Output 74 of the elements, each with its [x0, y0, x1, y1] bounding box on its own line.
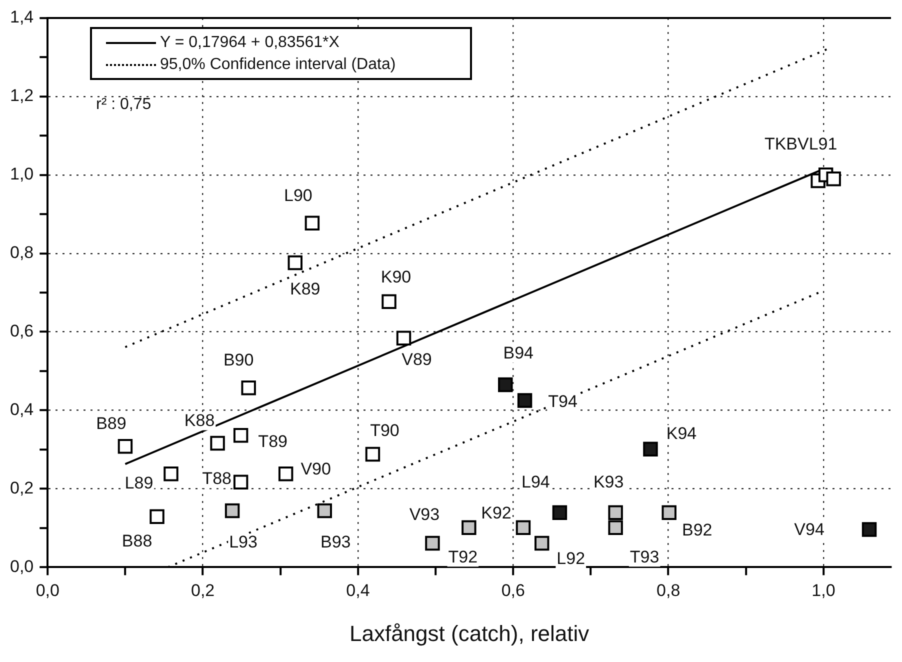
- annotation: L89: [124, 474, 154, 493]
- annotation: TKBVL91: [764, 134, 838, 154]
- annotation: T92: [448, 547, 478, 566]
- point: [233, 474, 248, 490]
- point: [608, 520, 623, 535]
- y-tick-label: 0,0: [10, 556, 34, 576]
- x-tick-label: 0,4: [346, 581, 370, 600]
- y-tick-label: 0,2: [10, 478, 34, 498]
- y-tick-label: 0,8: [10, 243, 34, 262]
- annotation: V90: [300, 460, 331, 479]
- annotation: K89: [290, 279, 320, 298]
- point: [278, 466, 294, 482]
- annotation: L92: [556, 548, 586, 568]
- x-axis-title: Laxfångst (catch), relativ: [349, 620, 590, 646]
- annotation: V89: [402, 350, 432, 369]
- point: [552, 505, 568, 520]
- annotation: B93: [320, 532, 351, 552]
- annotation: B88: [122, 531, 152, 550]
- point: [534, 536, 550, 551]
- point: [396, 330, 412, 346]
- annotation: B89: [96, 414, 126, 434]
- point: [425, 536, 440, 551]
- annotation: B92: [682, 520, 712, 540]
- point: [118, 439, 133, 454]
- point: [862, 522, 877, 537]
- annotation: B90: [223, 350, 254, 370]
- annotation: V94: [794, 520, 824, 540]
- x-tick-label: 0,0: [36, 581, 60, 600]
- annotation: T89: [258, 432, 288, 452]
- annotation: K88: [184, 410, 215, 430]
- annotation: K94: [666, 424, 697, 443]
- x-tick-label: 0,8: [656, 581, 680, 600]
- point: [826, 171, 841, 186]
- point: [210, 436, 225, 451]
- point: [233, 428, 248, 443]
- point: [224, 503, 240, 518]
- point: [382, 294, 396, 309]
- legend-label: 95,0% Confidence interval (Data): [160, 56, 396, 74]
- y-tick-label: 1,2: [10, 86, 34, 106]
- y-tick-label: 0,4: [10, 400, 34, 419]
- annotation: T94: [548, 392, 578, 412]
- annotation: r² : 0,75: [96, 96, 152, 114]
- annotation: T93: [630, 547, 660, 566]
- annotation: B94: [503, 343, 534, 362]
- point: [365, 446, 380, 462]
- point: [516, 520, 531, 535]
- y-tick-label: 1,0: [10, 164, 34, 184]
- x-tick-label: 0,2: [190, 581, 215, 600]
- point: [164, 466, 178, 482]
- point: [662, 505, 676, 520]
- point: [608, 505, 623, 520]
- legend-label: Y = 0,17964 + 0,83561*X: [160, 34, 340, 52]
- annotation: V93: [409, 504, 440, 524]
- y-tick-label: 1,4: [10, 8, 34, 27]
- point: [643, 442, 658, 456]
- annotation: T90: [370, 420, 400, 440]
- annotation: K92: [481, 503, 512, 522]
- point: [241, 380, 256, 396]
- point: [498, 377, 513, 392]
- x-tick-label: 0,6: [501, 581, 525, 600]
- point: [317, 503, 332, 518]
- annotation: L90: [284, 186, 312, 205]
- y-tick-label: 0,6: [10, 322, 34, 341]
- annotation: K90: [380, 267, 412, 286]
- point: [150, 509, 164, 524]
- annotation: L93: [229, 532, 258, 552]
- point: [288, 255, 302, 270]
- annotation: T88: [202, 468, 232, 488]
- point: [462, 520, 476, 535]
- point: [304, 216, 320, 231]
- annotation: L94: [522, 472, 550, 492]
- point: [517, 393, 532, 408]
- x-tick-label: 1,0: [812, 581, 836, 600]
- annotation: K93: [593, 472, 624, 492]
